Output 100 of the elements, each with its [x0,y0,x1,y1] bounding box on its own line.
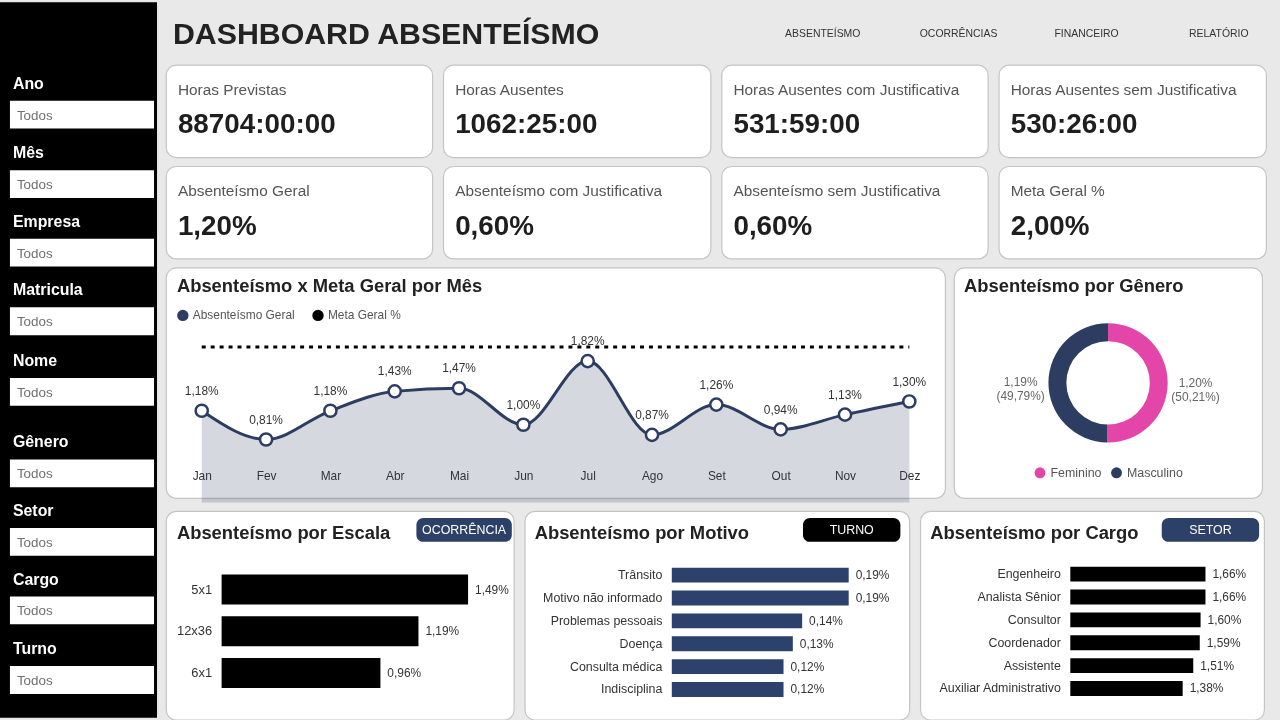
data-label: 1,20% (50,21%) [1171,376,1220,405]
bar [1070,635,1200,651]
data-label: 1,38% [1189,681,1224,696]
bar [1070,589,1206,605]
text: 0,60% [733,209,813,241]
data-label: 1,66% [1212,590,1247,604]
point [644,427,660,443]
text: SETOR [1189,522,1232,537]
x-tick-label: Nov [834,468,857,483]
y-tick-label: Doença [619,636,663,651]
y-tick-label: 5x1 [191,581,213,597]
point [901,394,917,409]
bar [1070,658,1194,674]
legend-label: Absenteísmo Geral [192,308,295,323]
point [580,353,596,369]
text: Mês [12,144,44,162]
y-tick-label: Indisciplina [600,682,663,697]
point [323,403,338,419]
text: 2,00% [1010,209,1090,241]
data-label: 1,30% [892,374,927,389]
text: FINANCEIRO [1054,28,1119,40]
x-tick-label: Set [707,468,727,483]
text: Setor [12,502,54,520]
x-tick-label: Abr [385,468,405,483]
y-tick-label: Motivo não informado [543,591,663,605]
text: Horas Ausentes [455,80,565,98]
text: Todos [16,314,53,330]
data-label: 0,94% [763,402,798,417]
text: 1,20% [177,209,257,241]
chart-title: Absenteísmo x Meta Geral por Mês [176,275,483,297]
text: Nome [12,351,58,369]
data-label: 0,96% [387,666,422,681]
x-tick-label: Jan [192,468,212,483]
text: TURNO [829,522,875,537]
y-tick-label: Problemas pessoais [550,613,663,628]
text: Todos [16,245,53,261]
x-tick-label: Mai [449,468,470,483]
data-label: 0,12% [790,682,825,697]
text: Todos [16,177,53,193]
data-label: 1,60% [1207,612,1242,627]
y-tick-label: 6x1 [191,665,213,681]
text: Todos [16,466,53,482]
bar [671,636,793,652]
data-label: 1,13% [828,387,863,402]
point [709,397,724,412]
data-label: 0,87% [635,407,670,422]
bar [671,613,803,629]
data-label: 1,18% [184,383,220,398]
data-label: 1,19% [425,624,460,639]
legend-label: Masculino [1126,465,1183,480]
bar [1070,681,1183,696]
y-tick-label: Consulta médica [569,659,663,674]
bar [671,659,784,675]
y-tick-label: Trânsito [618,568,663,583]
x-tick-label: Ago [641,468,664,483]
point [451,380,467,396]
legend-label: Feminino [1050,465,1102,480]
bar [671,682,784,697]
bar [671,567,849,583]
x-tick-label: Jul [580,468,596,483]
data-label: 1,19% (49,79%) [996,375,1045,404]
data-label: 0,81% [249,412,284,427]
text: Todos [16,534,53,550]
text: OCORRÊNCIAS [919,27,998,40]
text: Todos [16,384,53,400]
data-label: 0,14% [809,613,844,628]
text: Todos [16,107,53,123]
data-label: 0,19% [855,568,890,583]
text: Turno [12,640,58,658]
text: Empresa [12,212,81,230]
x-tick-label: Fev [256,468,277,483]
y-tick-label: Engenheiro [997,567,1061,582]
text: Horas Previstas [177,80,287,98]
data-label: 1,82% [570,334,605,349]
data-label: 1,47% [442,361,477,376]
data-label: 1,51% [1200,658,1235,673]
data-label: 0,19% [855,591,890,605]
data-label: 1,18% [313,383,348,398]
point [516,417,531,433]
data-label: 1,59% [1206,635,1241,650]
data-label: 1,49% [475,582,510,597]
text: 88704:00:00 [177,108,336,140]
bar [671,590,849,606]
data-label: 0,13% [799,636,834,651]
donut-slice [1048,323,1109,443]
text: 0,60% [455,209,535,241]
donut-slice [1107,323,1168,443]
text: RELATÓRIO [1189,27,1249,40]
text: Horas Ausentes com Justificativa [733,80,960,98]
data-label: 0,12% [790,659,825,674]
chart-title: Absenteísmo por Motivo [534,521,750,543]
text: 1062:25:00 [455,108,598,140]
text: Absenteísmo Geral [177,182,310,200]
text: 531:59:00 [733,108,861,140]
legend-label: Meta Geral % [327,308,402,323]
y-tick-label: Analista Sênior [977,590,1061,604]
y-tick-label: Assistente [1003,658,1061,673]
text: Absenteísmo com Justificativa [455,182,663,200]
data-label: 1,66% [1212,567,1247,582]
data-label: 1,00% [506,397,541,412]
